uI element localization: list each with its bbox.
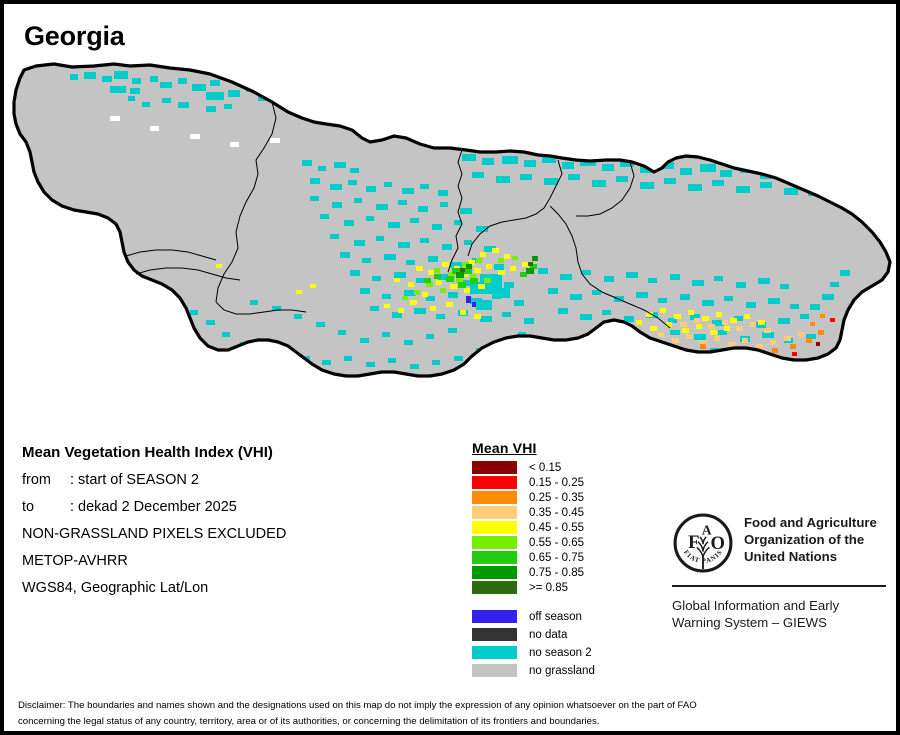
giews-line2: Warning System – GIEWS [672,615,827,631]
legend-class-row[interactable]: 0.25 - 0.35 [472,490,652,505]
legend-class-swatch [472,476,517,489]
giews-line1: Global Information and Early [672,598,840,613]
legend-extra-swatch [472,610,517,623]
info-to-row: to : dekad 2 December 2025 [22,499,452,515]
svg-text:F: F [688,532,699,553]
legend-class-label: 0.25 - 0.35 [529,491,584,504]
fao-logo-icon: F A O FIAT PANIS [673,513,733,573]
legend-class-row[interactable]: 0.15 - 0.25 [472,475,652,490]
svg-text:A: A [702,522,712,537]
legend-class-row[interactable]: 0.65 - 0.75 [472,550,652,565]
fao-name-line2: Organization of the [744,531,865,547]
info-from-row: from : start of SEASON 2 [22,472,452,488]
legend-class-row[interactable]: 0.75 - 0.85 [472,565,652,580]
legend-class-label: 0.35 - 0.45 [529,506,584,519]
legend-class-row[interactable]: < 0.15 [472,460,652,475]
info-projection: WGS84, Geographic Lat/Lon [22,580,209,596]
legend-extra-label: no season 2 [529,646,592,659]
legend-class-swatch [472,581,517,594]
fao-branding: F A O FIAT PANIS Food and Agriculture Or… [672,512,888,632]
disclaimer: Disclaimer: The boundaries and names sho… [18,698,818,729]
info-sensor: METOP-AVHRR [22,553,128,569]
legend-title: Mean VHI [472,440,537,456]
map-admin-boundaries [125,101,671,329]
legend-extra-swatch [472,628,517,641]
legend-extra-label: no data [529,628,568,641]
fao-name-line1: Food and Agriculture [744,515,877,530]
info-exclusion: NON-GRASSLAND PIXELS EXCLUDED [22,526,287,542]
map-canvas[interactable] [10,56,898,401]
legend-extra-row[interactable]: off season [472,608,652,625]
legend-extra-label: no grassland [529,664,595,677]
legend-class-row[interactable]: 0.45 - 0.55 [472,520,652,535]
legend-class-label: 0.65 - 0.75 [529,551,584,564]
info-to-label: to [22,499,35,515]
fao-divider [672,585,886,587]
legend-class-label: 0.55 - 0.65 [529,536,584,549]
legend-class-row[interactable]: 0.55 - 0.65 [472,535,652,550]
giews-name: Global Information and Early Warning Sys… [672,597,888,632]
info-heading: Mean Vegetation Health Index (VHI) [22,444,273,461]
legend-class-swatch [472,521,517,534]
legend-class-swatch [472,491,517,504]
info-from-value: : start of SEASON 2 [70,472,199,488]
legend-class-label: 0.15 - 0.25 [529,476,584,489]
map-legend: Mean VHI < 0.15 0.15 - 0.25 0.25 - 0.35 0.3… [472,440,652,680]
legend-class-list: < 0.15 0.15 - 0.25 0.25 - 0.35 0.35 - 0.45 0… [472,460,652,595]
fao-organization-name: Food and Agriculture Organization of the… [744,512,877,566]
legend-class-row[interactable]: 0.35 - 0.45 [472,505,652,520]
legend-class-label: 0.75 - 0.85 [529,566,584,579]
legend-class-swatch [472,536,517,549]
legend-extra-row[interactable]: no data [472,626,652,643]
legend-extra-row[interactable]: no grassland [472,662,652,679]
legend-class-label: 0.45 - 0.55 [529,521,584,534]
info-to-value: : dekad 2 December 2025 [70,499,237,515]
legend-extra-list: off season no data no season 2 no grassland [472,608,652,679]
legend-class-swatch [472,551,517,564]
legend-class-label: < 0.15 [529,461,562,474]
page-title: Georgia [24,21,125,51]
legend-class-label: >= 0.85 [529,581,569,594]
svg-text:O: O [710,533,724,554]
legend-extra-swatch [472,646,517,659]
legend-class-swatch [472,461,517,474]
fao-name-line3: United Nations [744,548,838,564]
legend-extra-label: off season [529,610,582,623]
disclaimer-line2: concerning the legal status of any count… [18,715,600,727]
legend-extra-row[interactable]: no season 2 [472,644,652,661]
map-info-block: Mean Vegetation Health Index (VHI) from:… [22,444,452,607]
info-from-label: from [22,472,51,488]
legend-class-swatch [472,566,517,579]
legend-extra-swatch [472,664,517,677]
legend-class-swatch [472,506,517,519]
georgia-map-svg [12,62,892,378]
disclaimer-line1: Disclaimer: The boundaries and names sho… [18,700,697,711]
legend-class-row[interactable]: >= 0.85 [472,580,652,595]
